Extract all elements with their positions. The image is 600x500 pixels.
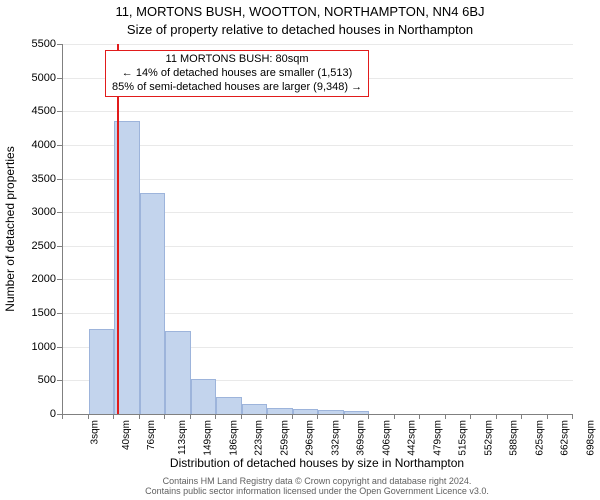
x-tick-mark [241, 414, 242, 419]
x-tick-mark [343, 414, 344, 419]
x-tick-label: 369sqm [356, 420, 367, 456]
x-tick-mark [317, 414, 318, 419]
y-tick-label: 4000 [0, 139, 56, 151]
histogram-bar [140, 193, 166, 414]
x-tick-mark [164, 414, 165, 419]
x-tick-label: 332sqm [330, 420, 341, 456]
y-tick-label: 4500 [0, 105, 56, 117]
x-tick-label: 442sqm [407, 420, 418, 456]
x-tick-label: 662sqm [560, 420, 571, 456]
y-tick-mark [57, 279, 63, 280]
y-tick-mark [57, 111, 63, 112]
x-axis-title: Distribution of detached houses by size … [62, 456, 572, 470]
x-tick-mark [292, 414, 293, 419]
gridline [63, 145, 573, 146]
x-tick-label: 625sqm [534, 420, 545, 456]
chart-title-main: 11, MORTONS BUSH, WOOTTON, NORTHAMPTON, … [0, 4, 600, 19]
y-tick-mark [57, 212, 63, 213]
x-tick-mark [215, 414, 216, 419]
footer-line-1: Contains HM Land Registry data © Crown c… [163, 476, 472, 486]
x-tick-mark [419, 414, 420, 419]
y-tick-mark [57, 145, 63, 146]
y-tick-label: 5500 [0, 38, 56, 50]
y-tick-labels: 0500100015002000250030003500400045005000… [0, 44, 56, 414]
x-tick-label: 479sqm [432, 420, 443, 456]
footer-line-2: Contains public sector information licen… [145, 486, 489, 496]
x-tick-mark [113, 414, 114, 419]
histogram-bar [191, 379, 217, 414]
y-tick-mark [57, 347, 63, 348]
x-tick-mark [547, 414, 548, 419]
x-tick-label: 76sqm [146, 420, 157, 450]
x-tick-label: 259sqm [279, 420, 290, 456]
x-tick-label: 149sqm [203, 420, 214, 456]
y-tick-mark [57, 313, 63, 314]
histogram-bar [216, 397, 242, 414]
x-tick-mark [394, 414, 395, 419]
annotation-line-3: 85% of semi-detached houses are larger (… [112, 81, 362, 95]
x-tick-mark [190, 414, 191, 419]
y-tick-label: 2000 [0, 273, 56, 285]
x-tick-mark [496, 414, 497, 419]
y-tick-label: 1500 [0, 307, 56, 319]
y-tick-label: 3500 [0, 173, 56, 185]
footer-attribution: Contains HM Land Registry data © Crown c… [62, 476, 572, 497]
reference-line [117, 44, 119, 414]
x-tick-mark [62, 414, 63, 419]
x-tick-label: 223sqm [254, 420, 265, 456]
y-tick-mark [57, 179, 63, 180]
plot-area: 11 MORTONS BUSH: 80sqm← 14% of detached … [62, 44, 573, 415]
x-tick-mark [445, 414, 446, 419]
gridline [63, 179, 573, 180]
y-tick-label: 3000 [0, 206, 56, 218]
y-tick-label: 500 [0, 374, 56, 386]
x-tick-mark [470, 414, 471, 419]
annotation-line-2: ← 14% of detached houses are smaller (1,… [112, 67, 362, 81]
histogram-bar [242, 404, 268, 414]
x-tick-label: 698sqm [585, 420, 596, 456]
x-tick-label: 186sqm [228, 420, 239, 456]
y-tick-mark [57, 380, 63, 381]
x-tick-label: 552sqm [483, 420, 494, 456]
x-tick-label: 3sqm [89, 420, 100, 444]
y-tick-label: 1000 [0, 341, 56, 353]
x-tick-label: 113sqm [176, 420, 187, 455]
x-tick-label: 515sqm [458, 420, 469, 456]
x-tick-label: 296sqm [305, 420, 316, 456]
x-tick-label: 40sqm [121, 420, 132, 450]
x-tick-label: 406sqm [381, 420, 392, 456]
x-tick-mark [572, 414, 573, 419]
gridline [63, 44, 573, 45]
chart-container: 11, MORTONS BUSH, WOOTTON, NORTHAMPTON, … [0, 0, 600, 500]
x-tick-label: 588sqm [509, 420, 520, 456]
chart-title-sub: Size of property relative to detached ho… [0, 22, 600, 37]
y-tick-label: 0 [0, 408, 56, 420]
x-tick-mark [139, 414, 140, 419]
histogram-bar [89, 329, 115, 414]
y-tick-mark [57, 44, 63, 45]
annotation-box: 11 MORTONS BUSH: 80sqm← 14% of detached … [105, 50, 369, 97]
x-tick-mark [521, 414, 522, 419]
y-tick-label: 2500 [0, 240, 56, 252]
annotation-line-1: 11 MORTONS BUSH: 80sqm [112, 53, 362, 67]
x-tick-mark [266, 414, 267, 419]
y-tick-mark [57, 246, 63, 247]
x-tick-mark [88, 414, 89, 419]
gridline [63, 111, 573, 112]
y-tick-mark [57, 78, 63, 79]
histogram-bar [165, 331, 191, 414]
y-tick-label: 5000 [0, 72, 56, 84]
x-tick-mark [368, 414, 369, 419]
